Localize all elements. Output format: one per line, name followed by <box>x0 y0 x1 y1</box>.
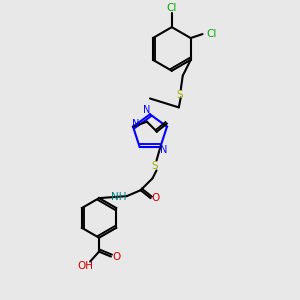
Text: N: N <box>160 145 167 154</box>
Text: NH: NH <box>111 192 127 202</box>
Text: O: O <box>113 252 121 262</box>
Text: OH: OH <box>77 262 93 272</box>
Text: S: S <box>151 161 158 171</box>
Text: Cl: Cl <box>167 3 177 13</box>
Text: N: N <box>143 105 151 116</box>
Text: N: N <box>132 119 140 129</box>
Text: S: S <box>176 89 183 100</box>
Text: Cl: Cl <box>206 29 217 39</box>
Text: O: O <box>152 193 160 203</box>
